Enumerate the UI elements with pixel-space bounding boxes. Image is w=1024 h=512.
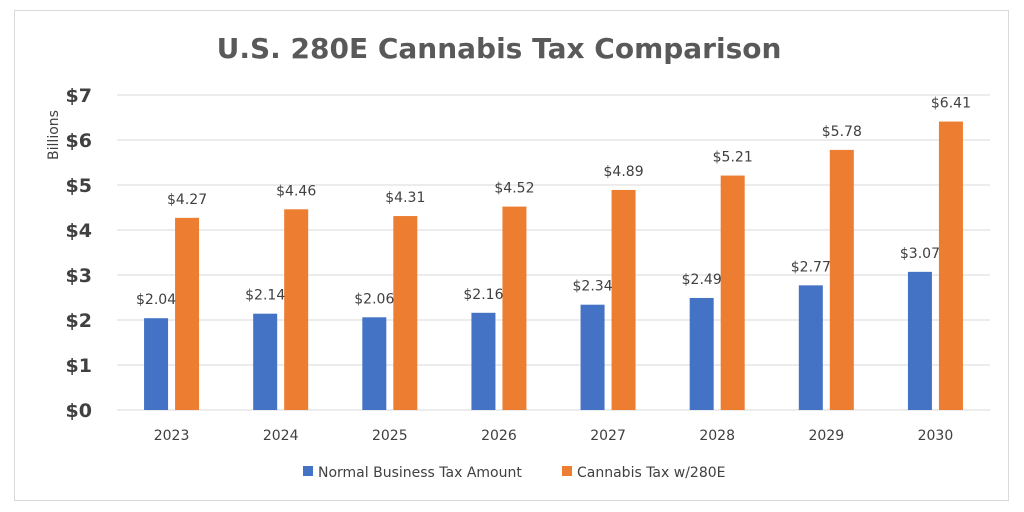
data-label: $2.04 xyxy=(136,292,176,308)
y-tick-label: $4 xyxy=(66,220,92,242)
x-tick-label: 2028 xyxy=(699,428,735,444)
data-label: $2.34 xyxy=(573,279,613,295)
bar-cannabis-2025 xyxy=(393,216,418,410)
bar-cannabis-2029 xyxy=(829,149,854,410)
y-axis-label: Billions xyxy=(46,110,62,160)
y-tick-label: $7 xyxy=(66,85,92,107)
y-tick-label: $3 xyxy=(66,265,92,287)
data-label: $2.16 xyxy=(463,287,503,303)
data-label: $6.41 xyxy=(931,96,971,112)
bar-normal-2024 xyxy=(253,313,278,410)
x-tick-label: 2027 xyxy=(590,428,626,444)
y-tick-label: $5 xyxy=(66,175,92,197)
data-label: $5.78 xyxy=(822,124,862,140)
data-label: $4.46 xyxy=(276,183,316,199)
bar-normal-2030 xyxy=(907,271,932,410)
data-label: $5.21 xyxy=(713,150,753,166)
bar-cannabis-2030 xyxy=(938,121,963,411)
bar-normal-2027 xyxy=(580,304,605,410)
x-tick-label: 2029 xyxy=(808,428,844,444)
data-label: $4.89 xyxy=(604,164,644,180)
y-tick-label: $2 xyxy=(66,310,92,332)
legend-label: Cannabis Tax w/280E xyxy=(577,465,725,481)
legend-label: Normal Business Tax Amount xyxy=(318,465,522,481)
data-label: $4.52 xyxy=(494,181,534,197)
x-tick-label: 2024 xyxy=(263,428,299,444)
x-tick-label: 2026 xyxy=(481,428,517,444)
x-tick-label: 2025 xyxy=(372,428,408,444)
x-tick-label: 2030 xyxy=(918,428,954,444)
data-label: $2.06 xyxy=(354,291,394,307)
data-label: $2.49 xyxy=(682,272,722,288)
bar-normal-2023 xyxy=(144,318,169,410)
bar-normal-2029 xyxy=(798,285,823,410)
bar-normal-2026 xyxy=(471,312,496,410)
bar-cannabis-2023 xyxy=(175,217,200,410)
x-tick-label: 2023 xyxy=(154,428,190,444)
data-label: $2.14 xyxy=(245,288,285,304)
bar-cannabis-2028 xyxy=(720,175,745,410)
bar-cannabis-2026 xyxy=(502,206,527,410)
y-tick-label: $6 xyxy=(66,130,92,152)
bar-cannabis-2027 xyxy=(611,189,636,410)
bar-cannabis-2024 xyxy=(284,209,309,410)
bar-normal-2025 xyxy=(362,317,387,410)
data-label: $4.31 xyxy=(385,190,425,206)
y-tick-label: $0 xyxy=(66,400,92,422)
bar-normal-2028 xyxy=(689,297,714,410)
legend-swatch xyxy=(303,466,313,476)
legend-swatch xyxy=(562,466,572,476)
data-label: $2.77 xyxy=(791,259,831,275)
y-tick-label: $1 xyxy=(66,355,92,377)
chart-title: U.S. 280E Cannabis Tax Comparison xyxy=(217,32,782,65)
data-label: $4.27 xyxy=(167,192,207,208)
data-label: $3.07 xyxy=(900,246,940,262)
